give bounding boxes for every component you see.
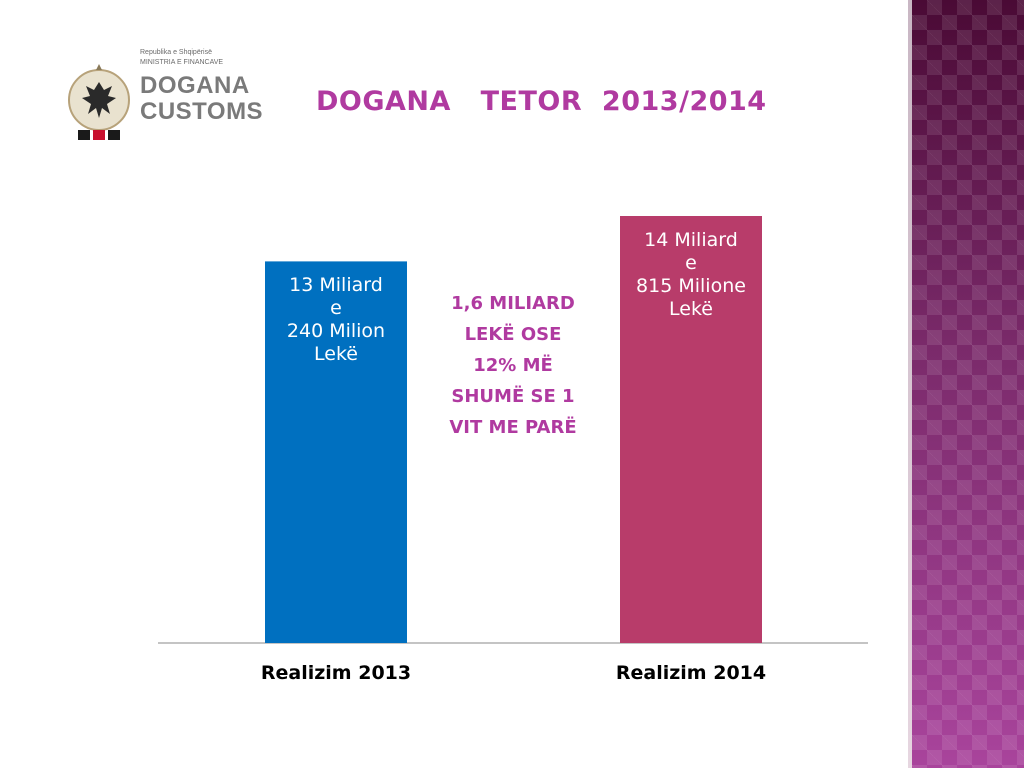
bar-data-label-line: 815 Milione: [636, 275, 746, 297]
bar-data-label-line: 240 Milion: [286, 320, 386, 343]
side-strip-edge: [908, 0, 912, 768]
logo-republic-text: Republika e Shqipërisë: [140, 49, 212, 56]
category-label: Realizim 2013: [260, 662, 412, 684]
logo-customs-text: CUSTOMS: [140, 98, 264, 125]
annotation-line: VIT ME PARË: [449, 417, 577, 438]
annotation-line: 1,6 MILIARD: [451, 293, 575, 314]
page-title: DOGANA TETOR 2013/2014: [316, 86, 767, 117]
logo-dogana-text: DOGANA: [140, 72, 250, 99]
eagle-emblem-icon: [68, 64, 130, 140]
bar-2: [620, 216, 762, 643]
bar-data-label-line: 13 Miliard: [289, 274, 383, 297]
logo-ministry-text: MINISTRIA E FINANCAVE: [140, 59, 224, 66]
difference-annotation: 1,6 MILIARD LEKË OSE 12% MË SHUMË SE 1 VIT M…: [432, 288, 594, 443]
bar-chart: [158, 216, 868, 644]
bar-data-label: 13 Miliard e 240 Milion Lekë: [259, 274, 413, 366]
dogana-customs-logo: Republika e Shqipërisë MINISTRIA E FINAN…: [66, 46, 266, 146]
bar-data-label-line: e: [685, 252, 697, 274]
annotation-line: LEKË OSE: [464, 324, 562, 345]
bar-data-label-line: 14 Miliard: [644, 229, 738, 251]
category-label: Realizim 2014: [615, 662, 767, 684]
bar-1: [265, 261, 407, 643]
decorative-side-strip: [912, 0, 1024, 768]
bar-data-label: 14 Miliard e 815 Milione Lekë: [614, 229, 768, 321]
bar-data-label-line: Lekë: [314, 343, 358, 366]
bar-data-label-line: e: [330, 297, 342, 320]
bar-data-label-line: Lekë: [669, 298, 713, 320]
annotation-line: 12% MË: [473, 355, 553, 376]
annotation-line: SHUMË SE 1: [451, 386, 575, 407]
